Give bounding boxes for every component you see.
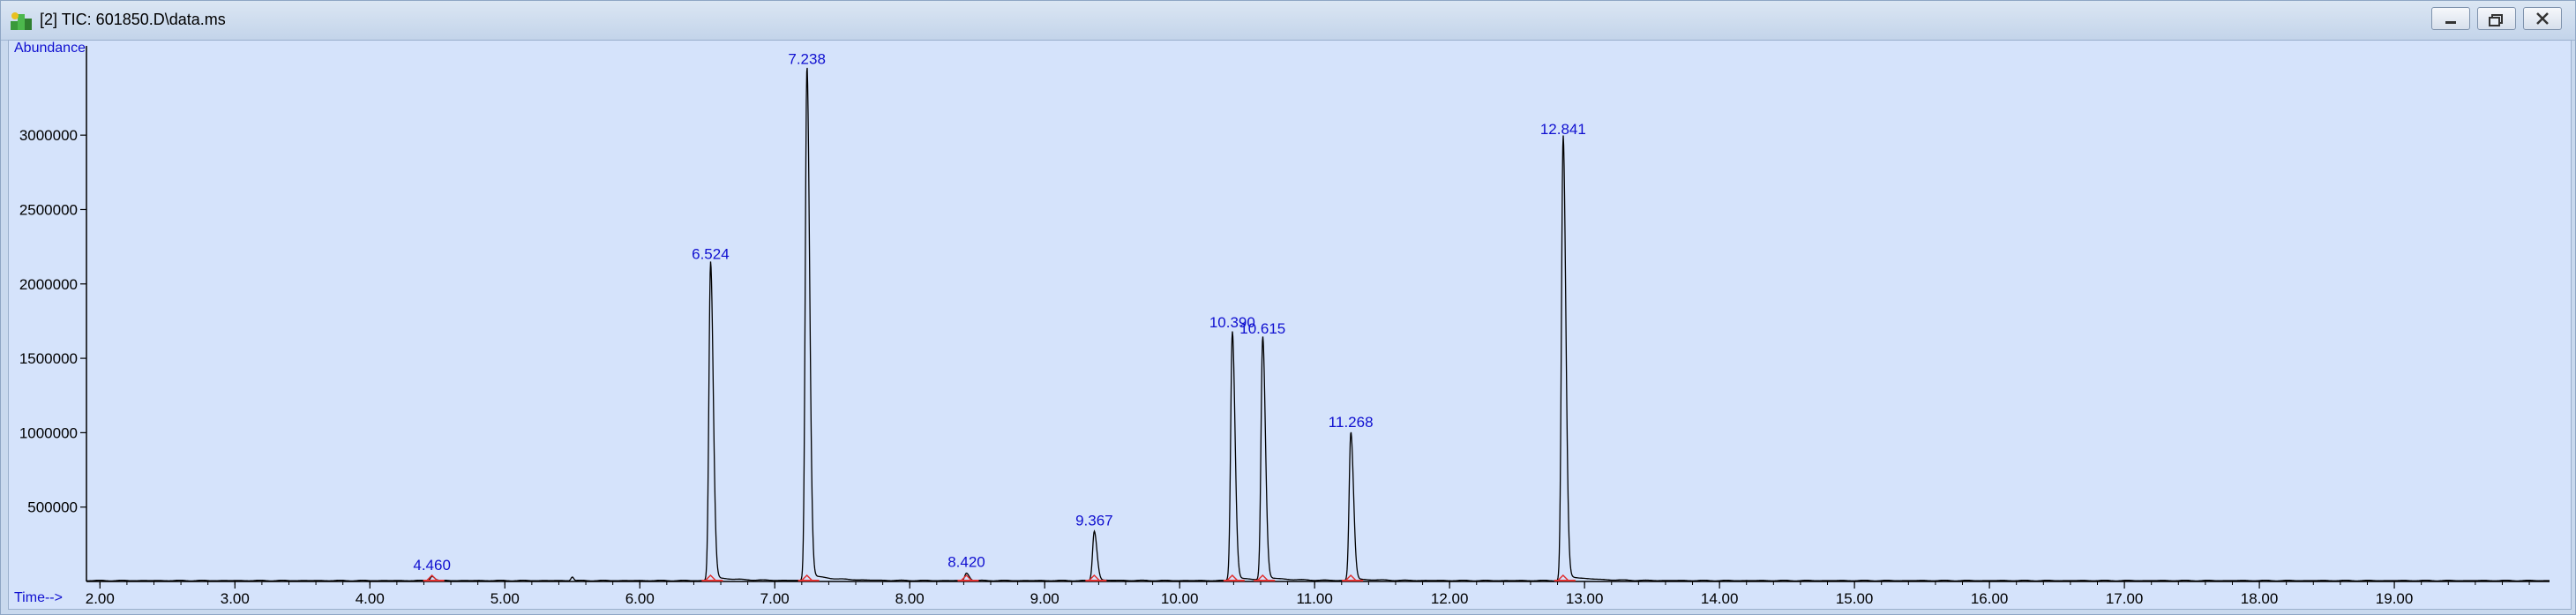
x-tick-label: 11.00 (1297, 590, 1333, 607)
x-tick-label: 4.00 (356, 590, 385, 607)
x-axis-label: Time--> (14, 590, 63, 605)
y-tick-label: 2000000 (19, 276, 78, 293)
x-tick-label: 12.00 (1431, 590, 1469, 607)
x-tick-label: 7.00 (760, 590, 790, 607)
ticks: 500000 1000000 1500000 2000000 2500000 300000… (19, 127, 2530, 607)
peak-start-marker (960, 574, 973, 581)
peak-start-marker (801, 574, 813, 581)
chromatogram-plot[interactable]: Abundance Time--> 500000 1000000 1500000 20… (9, 41, 2571, 609)
peak-label: 12.841 (1540, 121, 1586, 138)
peak-label: 6.524 (692, 246, 730, 263)
peak-markers (423, 574, 1576, 581)
peak-label: 7.238 (788, 51, 826, 68)
y-tick-label: 1000000 (19, 424, 78, 441)
x-tick-label: 18.00 (2241, 590, 2279, 607)
trace-layer (86, 67, 2550, 582)
y-tick-label: 3000000 (19, 127, 78, 144)
peak-start-marker (426, 574, 438, 581)
x-tick-label: 19.00 (2376, 590, 2414, 607)
close-icon (2536, 12, 2549, 25)
x-tick-label: 16.00 (1971, 590, 2009, 607)
title-bar[interactable]: [2] TIC: 601850.D\data.ms (1, 1, 2575, 41)
peak-label: 4.460 (413, 557, 451, 574)
peak-start-marker (704, 574, 716, 581)
restore-button[interactable] (2477, 7, 2516, 30)
x-tick-label: 5.00 (490, 590, 520, 607)
peak-label: 10.390 (1209, 314, 1255, 331)
peak-label: 9.367 (1075, 512, 1113, 529)
app-icon (11, 12, 32, 30)
y-axis-label: Abundance (14, 41, 86, 56)
peak-start-marker (1226, 574, 1239, 581)
peak-start-marker (1344, 574, 1357, 581)
tic-trace (86, 67, 2550, 582)
peak-start-marker (1088, 574, 1100, 581)
x-tick-label: 14.00 (1701, 590, 1739, 607)
y-tick-label: 2500000 (19, 201, 78, 218)
axes (86, 46, 2550, 582)
x-tick-label: 17.00 (2106, 590, 2144, 607)
x-tick-label: 15.00 (1836, 590, 1874, 607)
x-tick-label: 2.00 (86, 590, 115, 607)
restore-icon (2489, 14, 2503, 26)
peak-label: 11.268 (1329, 414, 1374, 431)
minimize-icon (2445, 21, 2456, 24)
peak-label: 10.615 (1239, 320, 1285, 337)
y-tick-label: 500000 (27, 499, 78, 516)
x-tick-label: 9.00 (1030, 590, 1060, 607)
peak-start-marker (1256, 574, 1269, 581)
x-tick-label: 8.00 (895, 590, 925, 607)
window-title: [2] TIC: 601850.D\data.ms (40, 11, 226, 28)
plot-frame: Abundance Time--> 500000 1000000 1500000 20… (8, 40, 2572, 610)
x-tick-label: 13.00 (1566, 590, 1604, 607)
y-tick-label: 1500000 (19, 350, 78, 367)
close-button[interactable] (2523, 7, 2562, 30)
x-tick-label: 10.00 (1161, 590, 1199, 607)
minimize-button[interactable] (2431, 7, 2470, 30)
peak-start-marker (1557, 574, 1569, 581)
x-tick-label: 3.00 (221, 590, 250, 607)
peak-label: 8.420 (947, 554, 985, 571)
x-tick-label: 6.00 (625, 590, 655, 607)
